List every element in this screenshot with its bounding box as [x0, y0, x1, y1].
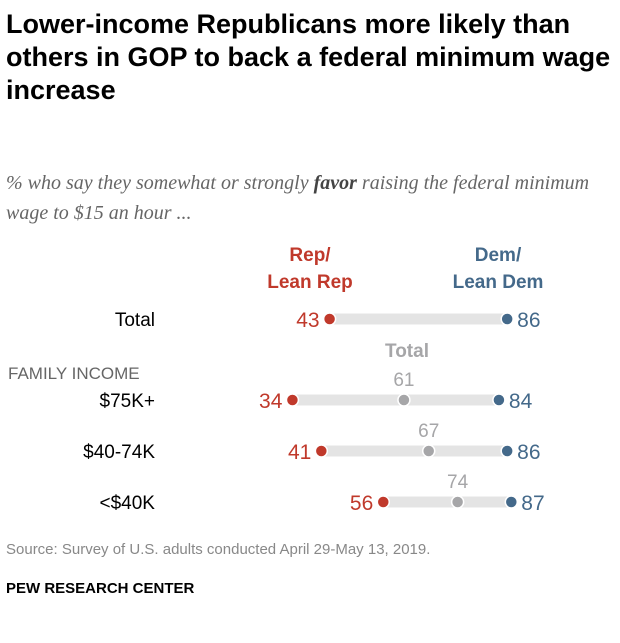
legend-dem: Lean Dem — [453, 272, 544, 293]
row-label: $40-74K — [83, 442, 155, 463]
row-label: $75K+ — [100, 391, 155, 412]
dot-dem — [504, 495, 519, 509]
dot-total — [421, 444, 436, 458]
dot-rep — [314, 444, 329, 458]
row-label: <$40K — [100, 493, 156, 514]
value-label-total: 67 — [418, 421, 439, 442]
dot-total — [397, 393, 411, 407]
value-label-total: 61 — [393, 370, 414, 391]
legend-dem: Dem/ — [475, 245, 522, 266]
dot-rep — [376, 495, 391, 509]
dot-dem — [492, 393, 506, 407]
value-label-dem: 87 — [521, 492, 544, 515]
subtitle-text-end: raising the federal minimum wage to $15 … — [6, 172, 590, 224]
chart-subtitle: % who say they somewhat or strongly favo… — [6, 168, 618, 228]
dot-rep — [285, 393, 300, 407]
value-label-total: 74 — [447, 472, 469, 493]
dot-dem — [500, 444, 514, 458]
value-label-dem: 86 — [517, 441, 540, 464]
legend-rep: Lean Rep — [267, 272, 353, 293]
value-label-rep: 56 — [350, 492, 373, 515]
group-label: FAMILY INCOME — [8, 364, 140, 383]
dot-total — [450, 495, 465, 509]
dot-rep — [322, 312, 337, 326]
brand-logo-text: PEW RESEARCH CENTER — [6, 580, 195, 597]
value-label-dem: 84 — [509, 390, 533, 413]
value-label-rep: 41 — [288, 441, 311, 464]
legend-total: Total — [385, 341, 429, 362]
chart-title: Lower-income Republicans more likely tha… — [6, 9, 611, 105]
value-label-rep: 43 — [296, 309, 319, 332]
value-label-dem: 86 — [517, 309, 540, 332]
subtitle-emphasis: favor — [313, 172, 357, 194]
dot-dem — [500, 312, 514, 326]
subtitle-text: % who say they somewhat or strongly — [6, 172, 314, 194]
legend-rep: Rep/ — [289, 245, 331, 266]
row-label: Total — [115, 310, 155, 331]
value-label-rep: 34 — [259, 390, 283, 413]
source-note: Source: Survey of U.S. adults conducted … — [6, 541, 431, 558]
